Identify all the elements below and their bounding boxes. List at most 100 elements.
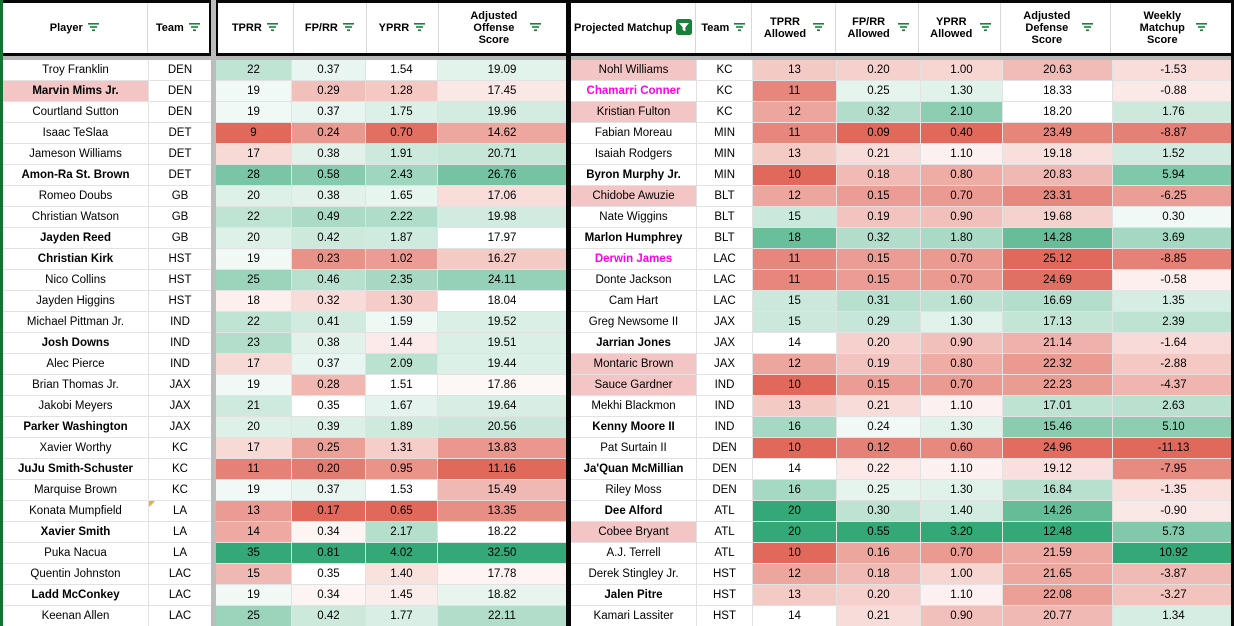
yprr-allowed-cell[interactable]: 0.80 [921,354,1003,375]
fprr-allowed-cell[interactable]: 0.15 [837,186,921,207]
fprr-allowed-cell[interactable]: 0.18 [837,564,921,585]
matchup-name-cell[interactable]: Nohl Williams [571,60,697,81]
yprr-cell[interactable]: 1.28 [366,81,438,102]
team-cell[interactable]: LAC [697,270,753,291]
fprr-cell[interactable]: 0.39 [292,417,366,438]
yprr-cell[interactable]: 1.65 [366,186,438,207]
player-name-cell[interactable]: Brian Thomas Jr. [3,375,149,396]
player-name-cell[interactable]: Parker Washington [3,417,149,438]
header-yprr-allowed[interactable]: YPRR Allowed [919,3,1002,53]
team-cell[interactable]: BLT [697,228,753,249]
matchup-name-cell[interactable]: Ja'Quan McMillian [571,459,697,480]
matchup-name-cell[interactable]: Montaric Brown [571,354,697,375]
fprr-cell[interactable]: 0.49 [292,207,366,228]
tprr-cell[interactable]: 35 [216,543,292,564]
team-cell[interactable]: KC [149,459,211,480]
filter-icon[interactable] [188,21,201,36]
tprr-cell[interactable]: 17 [216,438,292,459]
team-cell[interactable]: MIN [697,123,753,144]
team-cell[interactable]: IND [697,375,753,396]
yprr-allowed-cell[interactable]: 1.40 [921,501,1003,522]
matchup-name-cell[interactable]: Kristian Fulton [571,102,697,123]
matchup-name-cell[interactable]: Chidobe Awuzie [571,186,697,207]
weekly-matchup-score-cell[interactable]: -0.88 [1113,81,1231,102]
player-name-cell[interactable]: Courtland Sutton [3,102,149,123]
team-cell[interactable]: KC [697,60,753,81]
yprr-allowed-cell[interactable]: 0.90 [921,606,1003,626]
tprr-cell[interactable]: 19 [216,375,292,396]
weekly-matchup-score-cell[interactable]: 5.73 [1113,522,1231,543]
fprr-allowed-cell[interactable]: 0.22 [837,459,921,480]
player-name-cell[interactable]: Ladd McConkey [3,585,149,606]
fprr-allowed-cell[interactable]: 0.12 [837,438,921,459]
team-cell[interactable]: DEN [149,60,211,81]
header-projected-matchup[interactable]: Projected Matchup [571,3,697,53]
tprr-allowed-cell[interactable]: 20 [753,501,837,522]
team-cell[interactable]: GB [149,228,211,249]
team-cell[interactable]: IND [149,333,211,354]
weekly-matchup-score-cell[interactable]: -2.88 [1113,354,1231,375]
adjusted-defense-score-cell[interactable]: 21.14 [1003,333,1113,354]
weekly-matchup-score-cell[interactable]: -3.87 [1113,564,1231,585]
matchup-name-cell[interactable]: Kamari Lassiter [571,606,697,626]
fprr-allowed-cell[interactable]: 0.15 [837,249,921,270]
team-cell[interactable]: MIN [697,144,753,165]
weekly-matchup-score-cell[interactable]: -4.37 [1113,375,1231,396]
adjusted-defense-score-cell[interactable]: 12.48 [1003,522,1113,543]
fprr-allowed-cell[interactable]: 0.31 [837,291,921,312]
fprr-allowed-cell[interactable]: 0.20 [837,333,921,354]
tprr-allowed-cell[interactable]: 13 [753,585,837,606]
adjusted-defense-score-cell[interactable]: 18.20 [1003,102,1113,123]
weekly-matchup-score-cell[interactable]: -7.95 [1113,459,1231,480]
player-name-cell[interactable]: Jameson Williams [3,144,149,165]
matchup-name-cell[interactable]: Chamarri Conner [571,81,697,102]
weekly-matchup-score-cell[interactable]: 5.10 [1113,417,1231,438]
fprr-cell[interactable]: 0.23 [292,249,366,270]
matchup-name-cell[interactable]: Donte Jackson [571,270,697,291]
player-name-cell[interactable]: Romeo Doubs [3,186,149,207]
yprr-cell[interactable]: 2.17 [366,522,438,543]
tprr-allowed-cell[interactable]: 12 [753,186,837,207]
yprr-cell[interactable]: 1.40 [366,564,438,585]
team-cell[interactable]: JAX [697,333,753,354]
player-name-cell[interactable]: Jakobi Meyers [3,396,149,417]
matchup-name-cell[interactable]: Riley Moss [571,480,697,501]
matchup-name-cell[interactable]: Kenny Moore II [571,417,697,438]
tprr-allowed-cell[interactable]: 10 [753,543,837,564]
weekly-matchup-score-cell[interactable]: -6.25 [1113,186,1231,207]
player-name-cell[interactable]: Keenan Allen [3,606,149,626]
fprr-allowed-cell[interactable]: 0.21 [837,396,921,417]
header-weekly-matchup-score[interactable]: Weekly Matchup Score [1111,3,1231,53]
adjusted-defense-score-cell[interactable]: 17.01 [1003,396,1113,417]
fprr-allowed-cell[interactable]: 0.19 [837,207,921,228]
adjusted-offense-score-cell[interactable]: 19.98 [438,207,566,228]
team-cell[interactable]: KC [697,81,753,102]
tprr-allowed-cell[interactable]: 11 [753,81,837,102]
adjusted-defense-score-cell[interactable]: 20.83 [1003,165,1113,186]
adjusted-defense-score-cell[interactable]: 19.18 [1003,144,1113,165]
tprr-cell[interactable]: 28 [216,165,292,186]
adjusted-offense-score-cell[interactable]: 19.64 [438,396,566,417]
team-cell[interactable]: LAC [149,585,211,606]
tprr-allowed-cell[interactable]: 11 [753,249,837,270]
filter-icon[interactable] [413,21,426,36]
matchup-name-cell[interactable]: Jalen Pitre [571,585,697,606]
team-cell[interactable]: DEN [149,102,211,123]
adjusted-defense-score-cell[interactable]: 23.31 [1003,186,1113,207]
adjusted-defense-score-cell[interactable]: 19.68 [1003,207,1113,228]
yprr-allowed-cell[interactable]: 1.30 [921,81,1003,102]
player-name-cell[interactable]: Jayden Higgins [3,291,149,312]
player-name-cell[interactable]: Christian Watson [3,207,149,228]
yprr-allowed-cell[interactable]: 1.00 [921,60,1003,81]
header-team-right[interactable]: Team [696,3,753,53]
fprr-cell[interactable]: 0.46 [292,270,366,291]
team-cell[interactable]: LAC [149,606,211,626]
yprr-cell[interactable]: 0.70 [366,123,438,144]
adjusted-offense-score-cell[interactable]: 26.76 [438,165,566,186]
tprr-allowed-cell[interactable]: 16 [753,417,837,438]
header-tprr[interactable]: TPRR [218,3,294,53]
adjusted-defense-score-cell[interactable]: 14.28 [1003,228,1113,249]
yprr-allowed-cell[interactable]: 2.10 [921,102,1003,123]
fprr-cell[interactable]: 0.38 [292,333,366,354]
matchup-name-cell[interactable]: Cobee Bryant [571,522,697,543]
